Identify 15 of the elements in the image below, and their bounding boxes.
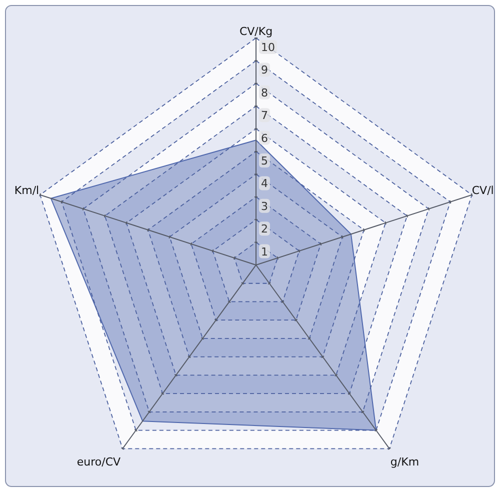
y-tick-label: 10 (261, 41, 275, 54)
y-tick-label: 2 (261, 222, 268, 236)
y-tick-label: 4 (261, 177, 268, 190)
y-tick-label: 6 (261, 132, 268, 145)
y-tick-label: 8 (261, 86, 268, 100)
spoke-label: g/Km (390, 456, 420, 469)
y-tick-label: 9 (261, 64, 268, 77)
y-tick-label: 5 (261, 154, 268, 168)
y-tick-label: 3 (261, 200, 268, 213)
spoke-label: CV/l (472, 184, 494, 197)
spoke-label: Km/l (14, 184, 40, 197)
y-tick-label: 1 (261, 245, 268, 258)
spoke-label: CV/Kg (239, 25, 273, 38)
spoke-label: euro/CV (76, 456, 122, 469)
y-tick-label: 7 (261, 109, 268, 122)
